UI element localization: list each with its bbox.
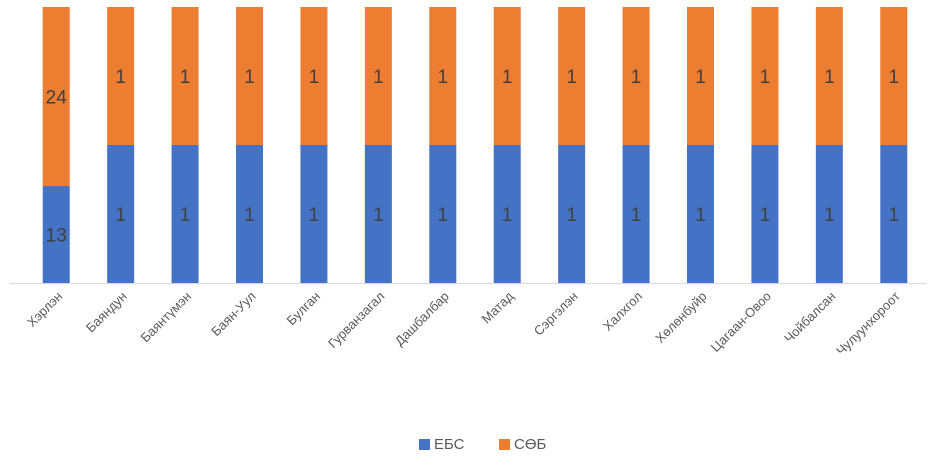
data-label-sob-2: 1 [115, 67, 126, 88]
bar-segment-sob-2 [107, 7, 135, 145]
x-tick-label-10: Халхгол [600, 289, 645, 334]
data-labels-group: 13 24 1 1 1 1 1 1 1 1 1 1 1 1 1 1 1 1 1 1 1 1 1 1 1 1 1 1 [46, 67, 899, 247]
x-tick-label-12: Цагаан-Овоо [708, 289, 774, 355]
legend-swatch-sob [499, 439, 510, 450]
data-label-sob-4: 1 [244, 67, 255, 88]
bar-segment-ebs-1 [42, 186, 70, 283]
data-label-sob-6: 1 [373, 67, 384, 88]
bar-segment-ebs-4 [236, 145, 263, 283]
data-label-ebs-9: 1 [566, 205, 577, 226]
bar-segment-sob-4 [236, 7, 263, 145]
bar-segment-ebs-9 [558, 145, 586, 283]
data-label-ebs-5: 1 [309, 205, 320, 226]
bar-segment-sob-5 [300, 7, 328, 145]
data-label-ebs-13: 1 [824, 205, 835, 226]
data-label-ebs-11: 1 [695, 205, 706, 226]
x-tick-label-7: Дашбалбар [392, 289, 452, 349]
data-label-sob-13: 1 [824, 67, 835, 88]
data-label-ebs-6: 1 [373, 205, 384, 226]
data-label-ebs-12: 1 [760, 205, 771, 226]
data-label-ebs-2: 1 [115, 205, 126, 226]
bar-segment-sob-13 [815, 7, 843, 145]
data-label-ebs-14: 1 [889, 205, 900, 226]
bar-segment-sob-1 [42, 7, 70, 187]
bar-segment-ebs-12 [751, 145, 779, 283]
legend-label-sob: СӨБ [514, 436, 547, 453]
legend: ЕБС СӨБ [419, 436, 547, 453]
bar-segment-sob-3 [171, 7, 199, 145]
bar-segment-ebs-7 [429, 145, 457, 283]
data-label-ebs-1: 13 [46, 226, 67, 247]
data-label-sob-8: 1 [502, 67, 513, 88]
x-tick-label-11: Хөлөнбуйр [652, 289, 709, 346]
x-tick-label-13: Чойбалсан [781, 289, 838, 346]
x-tick-label-9: Сэргэлэн [531, 289, 581, 339]
bar-segment-sob-6 [364, 7, 392, 145]
x-tick-label-3: Баянтүмэн [137, 289, 194, 346]
data-label-sob-12: 1 [760, 67, 771, 88]
data-label-sob-5: 1 [309, 67, 320, 88]
bar-segment-sob-12 [751, 7, 779, 145]
data-label-sob-9: 1 [566, 67, 577, 88]
x-tick-label-1: Хэрлэн [24, 289, 65, 330]
x-tick-label-6: Гурванзагал [325, 289, 388, 352]
bar-segment-ebs-11 [687, 145, 714, 283]
data-label-ebs-4: 1 [244, 205, 255, 226]
data-label-sob-14: 1 [889, 67, 900, 88]
bar-segment-ebs-14 [880, 145, 908, 283]
data-label-ebs-8: 1 [502, 205, 513, 226]
data-label-sob-1: 24 [46, 88, 68, 109]
bar-segment-ebs-2 [107, 145, 135, 283]
bar-segment-sob-8 [493, 7, 521, 145]
data-label-ebs-3: 1 [180, 205, 191, 226]
x-tick-label-2: Баяндун [83, 289, 130, 336]
bar-segment-sob-11 [687, 7, 714, 145]
legend-label-ebs: ЕБС [434, 436, 465, 453]
data-label-sob-10: 1 [631, 67, 642, 88]
bar-segment-ebs-10 [622, 145, 650, 283]
data-label-ebs-7: 1 [438, 205, 449, 226]
bar-segment-sob-9 [558, 7, 586, 145]
bar-segment-ebs-5 [300, 145, 328, 283]
data-label-sob-3: 1 [180, 67, 191, 88]
bar-segment-ebs-8 [493, 145, 521, 283]
bar-segment-sob-7 [429, 7, 457, 145]
x-tick-label-14: Чулуунхороот [833, 288, 903, 358]
legend-swatch-ebs [419, 439, 430, 450]
bar-segment-ebs-13 [815, 145, 843, 283]
bar-segment-sob-10 [622, 7, 650, 145]
x-tick-label-8: Матад [478, 288, 516, 326]
bar-segment-ebs-3 [171, 145, 199, 283]
bar-segment-ebs-6 [364, 145, 392, 283]
data-label-sob-7: 1 [438, 67, 449, 88]
x-tick-label-5: Булган [284, 289, 324, 329]
data-label-sob-11: 1 [695, 67, 706, 88]
data-label-ebs-10: 1 [631, 205, 642, 226]
x-tick-label-4: Баян-Уул [208, 289, 258, 339]
bar-segment-sob-14 [880, 7, 908, 145]
x-axis-tick-labels: Хэрлэн Баяндун Баянтүмэн Баян-Уул Булган Гурв… [24, 288, 903, 358]
bars-group [42, 7, 908, 283]
